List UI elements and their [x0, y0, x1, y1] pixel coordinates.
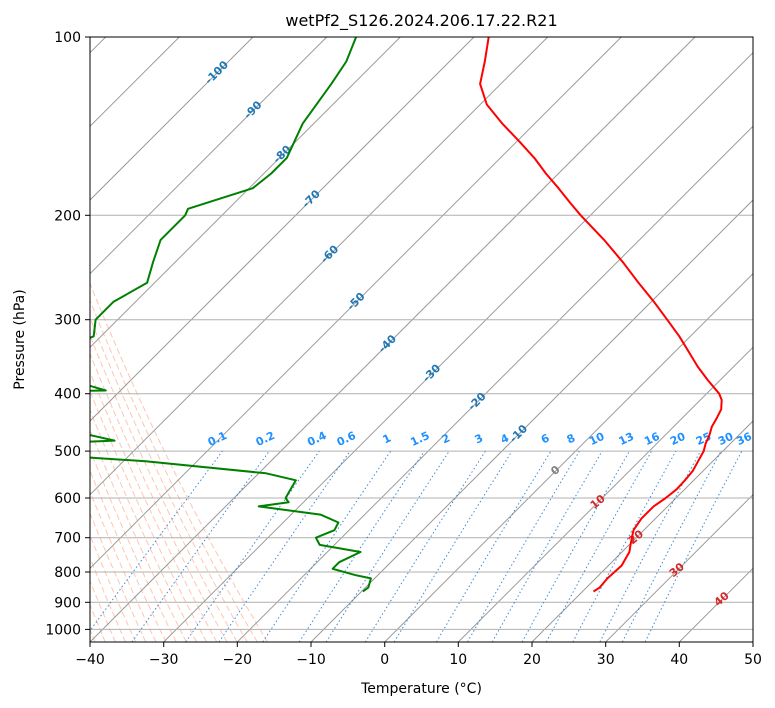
- background-reference-lines: [90, 37, 753, 642]
- dry-adiabat: [90, 469, 167, 642]
- isotherm: [163, 51, 753, 642]
- dry-adiabat: [90, 556, 126, 642]
- x-tick-label: 40: [670, 652, 688, 668]
- isotherm: [457, 346, 753, 642]
- mixing-ratio-label: 20: [668, 430, 688, 448]
- dry-adiabat: [90, 534, 137, 642]
- profiles: [90, 37, 723, 593]
- mixing-ratio-label: 10: [587, 430, 607, 448]
- mixing-ratio-line: [185, 450, 320, 642]
- dry-adiabat: [90, 448, 177, 642]
- temperature-profile-line: [479, 37, 723, 593]
- y-tick-label: 800: [54, 565, 81, 581]
- isotherm: [90, 37, 254, 201]
- y-tick-label: 600: [54, 491, 81, 507]
- isotherm: [310, 199, 753, 642]
- x-tick-label: 30: [597, 652, 615, 668]
- x-tick-label: −10: [296, 652, 326, 668]
- dry-adiabat: [90, 316, 248, 642]
- dry-adiabat: [90, 512, 147, 642]
- isotherm: [90, 37, 549, 496]
- mixing-ratio-line: [644, 450, 743, 642]
- dry-adiabat: [90, 579, 116, 642]
- x-tick-label: −20: [223, 652, 253, 668]
- plot-frame: [89, 36, 754, 643]
- x-axis-ticks: −40 −30 −20 −10 0 10 20 30 40 50: [75, 642, 762, 668]
- isotherm: [531, 420, 753, 642]
- isotherm: [90, 37, 622, 570]
- mixing-ratio-line: [545, 450, 653, 642]
- isotherm: [90, 37, 696, 642]
- isotherm: [384, 272, 753, 642]
- mixing-ratio-line: [521, 450, 630, 642]
- mixing-ratio-line: [131, 450, 270, 642]
- y-axis-ticks: 100 200 300 400 500 600 700 800 900 1000: [45, 30, 90, 638]
- y-tick-label: 200: [54, 208, 81, 224]
- mixing-ratio-line: [218, 450, 351, 642]
- isotherm: [90, 37, 475, 422]
- dry-adiabat: [90, 428, 187, 642]
- chart-title: wetPf2_S126.2024.206.17.22.R21: [285, 11, 557, 31]
- y-axis-label: Pressure (hPa): [12, 289, 28, 389]
- mixing-ratio-line: [262, 450, 392, 642]
- y-tick-label: 1000: [45, 622, 81, 638]
- x-tick-label: 0: [380, 652, 389, 668]
- x-tick-label: −40: [75, 652, 105, 668]
- x-tick-label: 50: [744, 652, 762, 668]
- isotherm: [236, 125, 753, 642]
- isotherm: [90, 37, 328, 275]
- mixing-ratio-line: [572, 450, 677, 642]
- dry-adiabat: [90, 352, 228, 642]
- isotherm: [605, 493, 753, 642]
- mixing-ratio-line: [325, 450, 450, 642]
- mixing-ratio-label: 13: [617, 430, 636, 448]
- mixing-ratio-label: 16: [642, 430, 662, 448]
- dry-adiabat: [90, 334, 238, 642]
- y-tick-label: 300: [54, 313, 81, 329]
- dry-adiabat: [90, 371, 218, 642]
- x-tick-label: 10: [449, 652, 467, 668]
- mixing-ratio-label: 25: [694, 430, 713, 448]
- x-tick-label: −30: [149, 652, 179, 668]
- isotherm: [90, 37, 401, 349]
- y-tick-label: 900: [54, 595, 81, 611]
- y-tick-label: 500: [54, 444, 81, 460]
- y-tick-label: 700: [54, 531, 81, 547]
- mixing-ratio-label: 30: [716, 430, 736, 448]
- mixing-ratio-line: [90, 450, 223, 632]
- mixing-ratio-line: [393, 450, 513, 642]
- mixing-ratio-label: 36: [734, 430, 754, 448]
- mixing-ratio-line: [298, 450, 425, 642]
- dry-adiabat: [90, 299, 258, 642]
- dewpoint-profile-line: [90, 37, 372, 593]
- y-tick-label: 100: [54, 30, 81, 46]
- x-tick-label: 20: [523, 652, 541, 668]
- dry-adiabat: [90, 282, 268, 642]
- dry-adiabat: [90, 409, 197, 642]
- dry-adiabat: [90, 490, 157, 642]
- x-axis-label: Temperature (°C): [360, 681, 482, 697]
- y-tick-label: 400: [54, 387, 81, 403]
- dry-adiabat: [90, 389, 208, 642]
